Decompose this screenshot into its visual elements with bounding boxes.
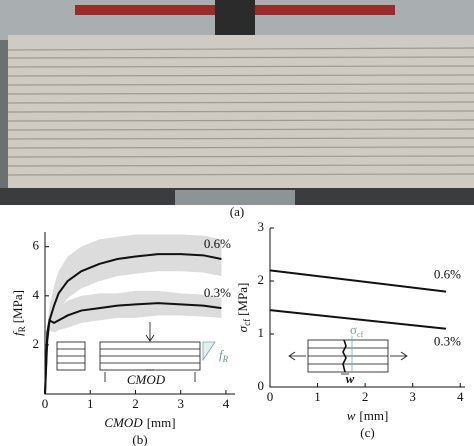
y-axis-label: σcf [MPa] <box>235 283 252 333</box>
data-line <box>44 302 222 395</box>
panel-caption: (c) <box>360 425 374 440</box>
y-tick-label: 2 <box>33 336 40 351</box>
inset-label: fR <box>219 347 229 364</box>
x-tick-label: 4 <box>457 389 464 404</box>
inset-c <box>288 336 408 375</box>
photo <box>0 0 474 205</box>
inset-label-symbol: f <box>219 347 225 362</box>
y-tick-label: 0 <box>258 378 265 393</box>
chart-layer <box>45 234 222 394</box>
axis-frame <box>269 228 465 388</box>
x-tick-label: 3 <box>177 396 184 411</box>
series-label: 0.3% <box>434 334 461 349</box>
inset-label-subscript: R <box>222 354 229 364</box>
x-tick-label: 0 <box>42 396 49 411</box>
x-tick-label: 1 <box>314 389 321 404</box>
data-line <box>269 309 447 330</box>
x-tick-label: 4 <box>223 396 230 411</box>
inset-label: σcf <box>350 322 364 339</box>
series-label: 0.6% <box>434 267 461 282</box>
inset-b <box>56 322 216 382</box>
x-tick-label: 0 <box>267 389 274 404</box>
y-axis-label-unit: [MPa] <box>235 283 250 316</box>
x-tick-label: 2 <box>132 396 139 411</box>
x-tick-label: 1 <box>87 396 94 411</box>
y-axis-label-symbol: σ <box>235 325 250 332</box>
inset-label: CMOD <box>127 372 166 387</box>
y-tick-label: 6 <box>33 238 40 253</box>
y-axis-label-subscript: cf <box>242 319 252 326</box>
y-tick-label: 4 <box>33 287 40 302</box>
x-axis-label-unit: [mm] <box>359 408 388 423</box>
x-axis-label: CMOD [mm] <box>104 415 175 430</box>
inset-label-subscript: cf <box>357 330 364 339</box>
y-tick-label: 2 <box>258 272 265 287</box>
photo-caption: (a) <box>230 204 244 219</box>
data-line <box>44 253 222 395</box>
x-tick-label: 2 <box>362 389 369 404</box>
x-axis-label-symbol: CMOD <box>104 415 143 430</box>
y-axis-label-subscript: R <box>17 326 27 332</box>
data-line <box>269 269 447 293</box>
x-tick-label: 3 <box>409 389 416 404</box>
y-axis-label-symbol: f <box>10 330 25 336</box>
series-label: 0.3% <box>204 285 231 300</box>
y-tick-label: 3 <box>258 219 265 234</box>
x-axis-label-unit: [mm] <box>147 415 176 430</box>
x-axis-label: w [mm] <box>347 408 389 423</box>
inset-label: w <box>346 371 355 386</box>
y-tick-label: 1 <box>258 325 265 340</box>
y-axis-label: fR [MPa] <box>10 290 27 336</box>
band <box>45 234 222 394</box>
x-axis-label-symbol: w <box>347 408 356 423</box>
band <box>45 290 222 394</box>
inset-label-symbol: σ <box>350 322 357 337</box>
series-label: 0.6% <box>204 236 231 251</box>
panel-caption: (b) <box>132 432 147 446</box>
y-axis-label-unit: [MPa] <box>10 290 25 323</box>
